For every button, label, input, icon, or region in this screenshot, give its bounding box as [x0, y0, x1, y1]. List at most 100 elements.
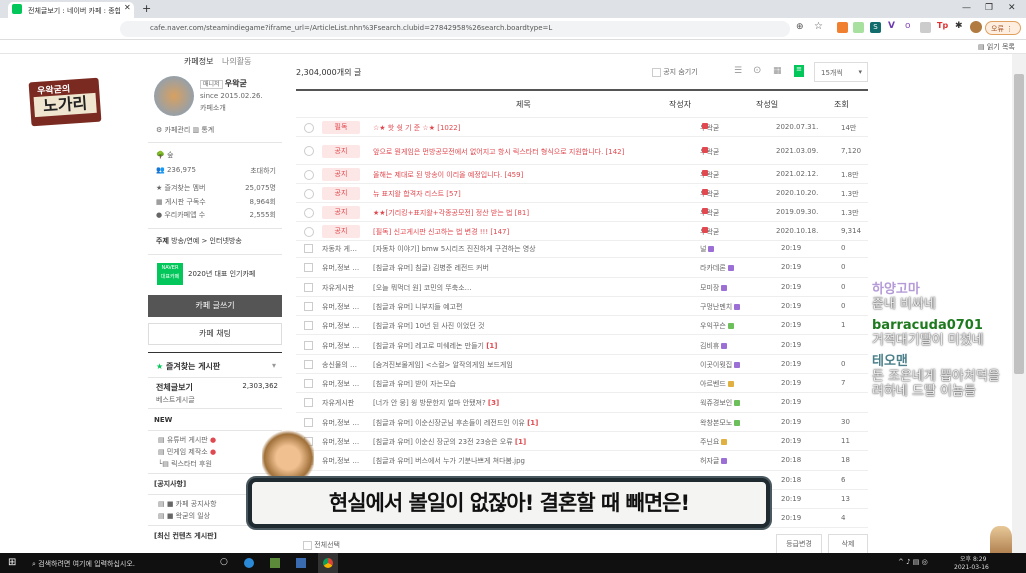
notice-title-link[interactable]: [필독] 신고게시판 신고하는 법 변경 !!! [147]: [373, 228, 510, 236]
hide-notice-checkbox[interactable]: 공지 숨기기: [652, 67, 698, 77]
post-title-link[interactable]: [자동차 이야기] bmw 5시리즈 진진하게 구견하는 영상: [373, 244, 536, 254]
zoom-icon[interactable]: ⊕: [796, 22, 804, 32]
author-link[interactable]: 김비휴: [700, 341, 728, 351]
author-link[interactable]: 허자글: [700, 456, 728, 466]
board-name-link[interactable]: 자유게시판: [322, 399, 355, 408]
notice-title-link[interactable]: 앞으로 뭔게임은 먼방공모전에서 없어지고 항시 릭스타터 형식으로 지원합니다…: [373, 147, 625, 156]
board-name-link[interactable]: 자동차 게…: [322, 245, 357, 253]
post-title-link[interactable]: [침글과 유머] 니부지들 예고편: [373, 302, 462, 312]
address-bar[interactable]: cafe.naver.com/steamindiegame?iframe_url…: [120, 21, 790, 37]
checkbox[interactable]: [303, 540, 312, 550]
manager-name[interactable]: 우왁굳: [224, 79, 247, 88]
play-view-icon[interactable]: ⊙: [753, 65, 762, 76]
row-checkbox[interactable]: [304, 398, 313, 408]
tray-icons[interactable]: ^ ♪ ▤ ◎: [898, 558, 928, 566]
board-name-link[interactable]: 유머,정보 …: [322, 302, 360, 311]
notice-title-link[interactable]: ☆★ 핫 쉿 기 준 ☆★ [1022]: [373, 124, 461, 132]
browser-tab[interactable]: 전체글보기 : 네이버 카페 : 종합 게시판: [8, 2, 134, 18]
tab-my-activity[interactable]: 나의활동: [222, 57, 252, 66]
app-icon[interactable]: [296, 558, 306, 568]
board-name-link[interactable]: 유머,정보 …: [322, 438, 360, 446]
comment-count[interactable]: [3]: [487, 399, 500, 408]
cafe-write-button[interactable]: 카페 글쓰기: [148, 295, 282, 317]
board-name-link[interactable]: 유머,정보 …: [322, 264, 360, 273]
notice-toggle-icon[interactable]: [304, 188, 314, 199]
author-link[interactable]: 구멍난멘치: [700, 302, 741, 312]
row-checkbox[interactable]: [304, 417, 313, 427]
extension-icon[interactable]: [920, 22, 931, 33]
row-checkbox[interactable]: [304, 359, 313, 369]
extension-icon[interactable]: S: [870, 22, 881, 33]
cafe-intro-link[interactable]: 카페소개: [200, 104, 226, 112]
row-checkbox[interactable]: [304, 301, 313, 311]
notice-toggle-icon[interactable]: [304, 122, 314, 133]
author-link[interactable]: 모미장: [700, 283, 728, 293]
select-all-checkbox[interactable]: 전체선택: [303, 540, 340, 550]
board-name-link[interactable]: 유머,정보 …: [322, 418, 360, 427]
author-link[interactable]: 널: [700, 244, 715, 254]
extension-icon[interactable]: [837, 22, 848, 33]
author-link[interactable]: 왁창본모노: [700, 418, 741, 428]
scrollbar-thumb[interactable]: [1014, 74, 1024, 374]
board-name-link[interactable]: 유머,정보 …: [322, 322, 360, 331]
author-link[interactable]: 이곳이뭣집: [700, 360, 741, 370]
close-tab-icon[interactable]: ✕: [124, 3, 131, 12]
checkbox[interactable]: [652, 67, 661, 77]
post-title-link[interactable]: [침글과 유머] 이순신 장군의 23전 23승은 오류 [1]: [373, 437, 526, 447]
author-link[interactable]: 아르벤드: [700, 379, 734, 389]
all-posts-link[interactable]: 전체글보기: [156, 383, 193, 392]
board-link[interactable]: ▤ ■ 카페 공지사항: [158, 500, 217, 508]
comment-count[interactable]: [1]: [527, 418, 539, 427]
topic-value[interactable]: 방송/연예 > 인터넷방송: [171, 237, 242, 245]
comment-count[interactable]: [1]: [486, 341, 498, 350]
grade-change-button[interactable]: 등급변경: [776, 534, 822, 554]
board-name-link[interactable]: 유머,정보 …: [322, 457, 360, 466]
board-name-link[interactable]: 송신물의 …: [322, 360, 357, 369]
minecraft-icon[interactable]: [270, 558, 280, 568]
delete-button[interactable]: 삭제: [828, 534, 868, 554]
stats-link[interactable]: ▥ 통계: [192, 126, 215, 134]
row-checkbox[interactable]: [304, 282, 313, 292]
post-title-link[interactable]: [침글과 유머] 10년 된 사진 이었던 것: [373, 321, 484, 331]
post-title-link[interactable]: [침글과 유머] 레고로 미쉐레논 만들기 [1]: [373, 341, 497, 351]
profile-button[interactable]: 오류 ⋮: [985, 21, 1021, 35]
post-title-link[interactable]: [침글과 유머] 침글) 김병준 레전드 커버: [373, 263, 489, 273]
grid-view-icon[interactable]: ▦: [773, 66, 782, 76]
fav-boards-header[interactable]: ★ 즐겨찾는 게시판 ▾: [156, 361, 276, 372]
minimize-icon[interactable]: —: [962, 3, 971, 13]
notice-title-link[interactable]: 뉴 표지왈 합격자 리스트 [57]: [373, 190, 461, 198]
author-link[interactable]: 우익꾸슨: [700, 321, 734, 331]
post-title-link[interactable]: [침글과 유머] 버스에서 누가 기분나쁘게 쳐다봄.jpg: [373, 456, 525, 466]
row-checkbox[interactable]: [304, 379, 313, 389]
board-name-link[interactable]: 자유게시판: [322, 283, 355, 292]
notice-toggle-icon[interactable]: [304, 226, 314, 237]
board-link[interactable]: └▤ 릭스타터 후원: [158, 460, 212, 468]
bookmark-star-icon[interactable]: ☆: [814, 21, 823, 32]
invite-link[interactable]: 초대하기: [250, 167, 276, 175]
post-title-link[interactable]: [침글과 유머] 받이 자는모습: [373, 379, 456, 389]
board-name-link[interactable]: 유머,정보 …: [322, 341, 360, 350]
post-title-link[interactable]: [오늘 뭐먹더 원] 코민의 뚜축소…: [373, 283, 472, 293]
scrollbar[interactable]: [1012, 54, 1026, 553]
board-link[interactable]: ▤ 민게임 제작소 ●: [158, 448, 217, 456]
extension-o-icon[interactable]: o: [905, 21, 911, 31]
notice-toggle-icon[interactable]: [304, 169, 314, 180]
new-tab-icon[interactable]: +: [142, 2, 152, 15]
board-link[interactable]: ▤ ■ 왁굳의 일상: [158, 512, 211, 520]
restore-icon[interactable]: ❐: [985, 3, 994, 13]
chevron-down-icon[interactable]: ▾: [271, 361, 276, 370]
comment-count[interactable]: [1]: [514, 438, 527, 446]
post-title-link[interactable]: [숨겨진보물게임] <스컬> 알작의게임 보드게임: [373, 360, 513, 370]
chrome-taskbar-button[interactable]: [318, 553, 338, 573]
avatar[interactable]: [970, 21, 982, 33]
notice-title-link[interactable]: ★★[기리킹+표지왈+각종공모전] 정산 받는 법 [81]: [373, 209, 530, 217]
extension-v-icon[interactable]: V: [888, 21, 895, 31]
taskbar-search[interactable]: ⌕ 검색하려면 여기에 입력하십시오.: [26, 553, 206, 573]
extension-icon[interactable]: [853, 22, 864, 33]
windows-start-icon[interactable]: ⊞: [8, 557, 17, 568]
row-checkbox[interactable]: [304, 340, 313, 350]
extension-tp-icon[interactable]: Tp: [937, 21, 949, 30]
row-checkbox[interactable]: [304, 244, 313, 253]
list-view-icon[interactable]: ☰: [734, 66, 743, 76]
puzzle-extensions-icon[interactable]: ✱: [955, 21, 963, 31]
